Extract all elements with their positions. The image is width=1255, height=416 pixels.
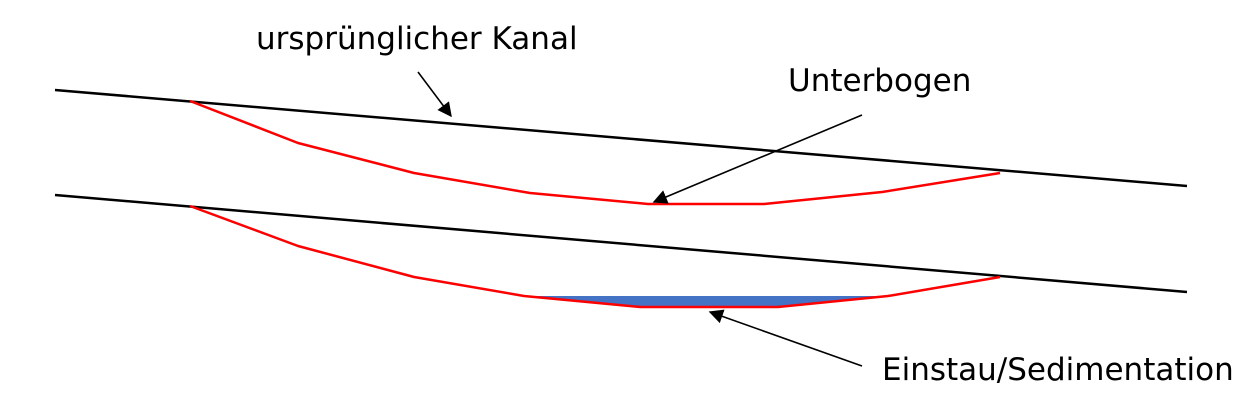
original-channel-line-bottom bbox=[54, 193, 1188, 294]
underbow-profile-bottom bbox=[189, 204, 1001, 309]
original-channel-label: ursprünglicher Kanal bbox=[256, 21, 578, 57]
original-channel-line-top bbox=[54, 88, 1188, 188]
underbow-profile-top bbox=[189, 99, 1001, 206]
impoundment-sedimentation-label: Einstau/Sedimentation bbox=[882, 352, 1234, 388]
arrow-impoundment bbox=[708, 309, 863, 367]
arrow-original-channel bbox=[417, 71, 452, 118]
arrow-underbow bbox=[652, 114, 863, 204]
underbow-label: Unterbogen bbox=[788, 63, 972, 99]
